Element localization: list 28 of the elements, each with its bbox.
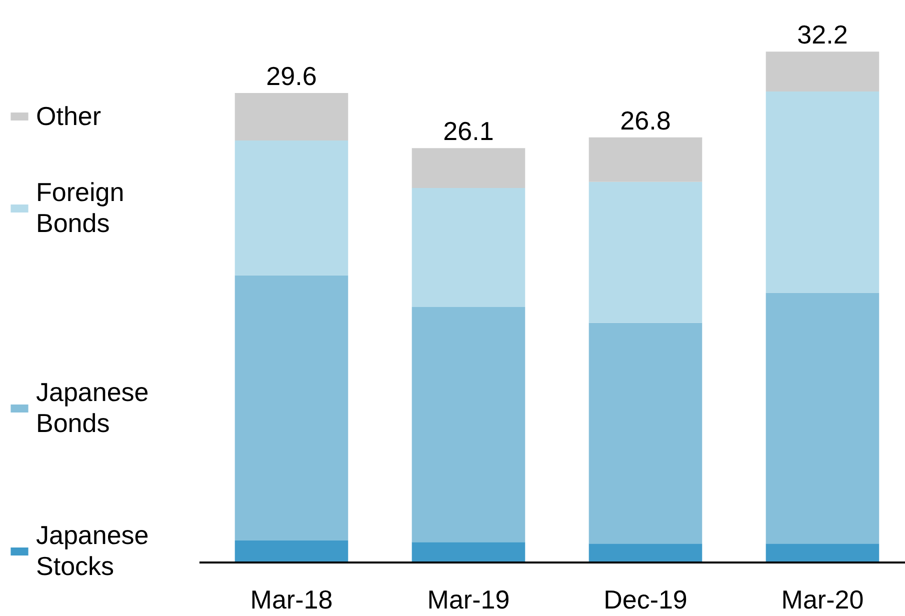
annotation: 26.8 bbox=[620, 105, 671, 136]
annotation: 26.1 bbox=[443, 116, 494, 146]
x-tick-label: Dec-19 bbox=[604, 584, 688, 614]
x-tick-label: Mar-19 bbox=[427, 584, 510, 614]
bar bbox=[588, 137, 702, 182]
bar bbox=[412, 148, 526, 188]
legend-label: Other bbox=[36, 100, 102, 132]
x-tick-label: Mar-20 bbox=[781, 584, 864, 614]
bar bbox=[766, 544, 880, 562]
bar bbox=[766, 292, 880, 544]
bar bbox=[234, 540, 348, 562]
annotation: 29.6 bbox=[266, 60, 317, 91]
legend-label: Japanese Stocks bbox=[36, 520, 149, 582]
bar bbox=[588, 544, 702, 562]
bar bbox=[234, 92, 348, 140]
bar bbox=[234, 275, 348, 541]
legend-label: Japanese Bonds bbox=[36, 376, 149, 439]
bar bbox=[766, 91, 880, 293]
bar bbox=[412, 542, 526, 562]
bar bbox=[588, 182, 702, 323]
legend-label: Foreign Bonds bbox=[36, 176, 124, 239]
bar bbox=[412, 307, 526, 542]
annotation: 32.2 bbox=[797, 20, 848, 50]
bar bbox=[412, 188, 526, 308]
bar bbox=[766, 52, 880, 92]
bar bbox=[588, 322, 702, 544]
x-tick-label: Mar-18 bbox=[250, 584, 333, 614]
bar bbox=[234, 140, 348, 276]
